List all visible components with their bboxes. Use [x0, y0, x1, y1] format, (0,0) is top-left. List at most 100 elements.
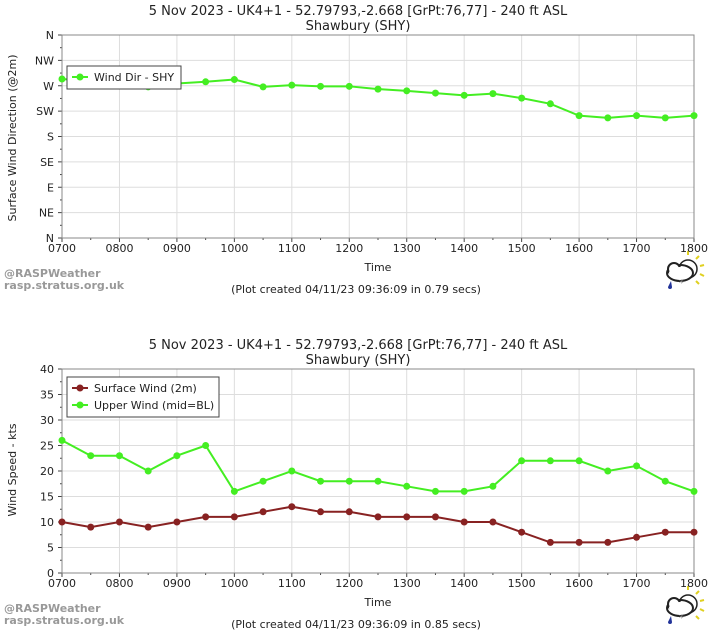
data-point — [633, 462, 641, 470]
data-point — [288, 467, 296, 475]
chart2-subtitle: Shawbury (SHY) — [306, 353, 411, 368]
legend-label: Surface Wind (2m) — [94, 382, 197, 395]
chart1-xlabel: Time — [364, 261, 392, 274]
data-point — [58, 436, 66, 444]
data-point — [230, 76, 238, 84]
y-tick-label: W — [43, 80, 54, 93]
data-point — [345, 508, 353, 516]
y-tick-label: E — [47, 181, 54, 194]
data-point — [431, 89, 439, 97]
y-tick-label: N — [46, 29, 54, 42]
legend-marker — [76, 384, 84, 392]
x-tick-label: 1400 — [450, 577, 478, 590]
y-tick-label: 25 — [40, 440, 54, 453]
chart1-ylabel: Surface Wind Direction (@2m) — [6, 54, 19, 221]
data-point — [403, 482, 411, 490]
y-tick-label: 5 — [47, 542, 54, 555]
x-tick-label: 0800 — [105, 242, 133, 255]
x-tick-label: 1600 — [565, 242, 593, 255]
x-tick-label: 0700 — [48, 242, 76, 255]
data-point — [345, 477, 353, 485]
chart2-ylabel: Wind Speed - kts — [6, 423, 19, 516]
data-point — [661, 114, 669, 122]
y-tick-label: NW — [35, 54, 54, 67]
data-point — [489, 482, 497, 490]
data-point — [690, 528, 698, 536]
data-point — [202, 78, 210, 86]
x-tick-label: 1300 — [393, 242, 421, 255]
data-point — [115, 518, 123, 526]
data-point — [431, 487, 439, 495]
x-tick-label: 1700 — [623, 242, 651, 255]
chart2-xlabel: Time — [364, 596, 392, 609]
data-point — [575, 538, 583, 546]
x-tick-label: 1800 — [680, 577, 708, 590]
x-tick-label: 1800 — [680, 242, 708, 255]
data-point — [259, 508, 267, 516]
chart1-plot: 0700 0800 0900 1000 1100 1200 1300 1400 1500 1600… — [35, 29, 708, 255]
legend-marker — [76, 401, 84, 409]
x-tick-label: 1200 — [335, 577, 363, 590]
data-point — [374, 477, 382, 485]
data-point — [202, 442, 210, 449]
y-tick-label: S — [47, 131, 54, 144]
x-tick-label: 1600 — [565, 577, 593, 590]
data-point — [374, 85, 382, 93]
data-point — [58, 518, 66, 526]
data-point — [403, 87, 411, 95]
data-point — [460, 518, 468, 526]
data-point — [374, 513, 382, 521]
y-tick-label: 40 — [40, 363, 54, 376]
data-point — [144, 523, 152, 531]
x-tick-label: 1100 — [278, 242, 306, 255]
data-point — [460, 487, 468, 495]
chart1-subtitle: Shawbury (SHY) — [306, 19, 411, 34]
data-point — [489, 518, 497, 526]
legend-box — [66, 65, 182, 90]
data-point — [431, 513, 439, 521]
x-tick-label: 1400 — [450, 242, 478, 255]
x-tick-label: 0800 — [105, 577, 133, 590]
weather-logo-icon: * — [666, 251, 705, 289]
data-point — [288, 81, 296, 89]
series-line — [61, 505, 694, 544]
legend-label: Upper Wind (mid=BL) — [94, 399, 214, 412]
data-point — [546, 100, 554, 108]
y-tick-label: 15 — [40, 491, 54, 504]
legend-label: Wind Dir - SHY — [94, 71, 174, 84]
chart1-footer: (Plot created 04/11/23 09:36:09 in 0.79 … — [231, 283, 481, 296]
data-point — [489, 90, 497, 98]
data-point — [403, 513, 411, 521]
data-point — [518, 528, 526, 536]
x-tick-label: 1100 — [278, 577, 306, 590]
chart1-credit-site: rasp.stratus.org.uk — [4, 279, 125, 292]
data-point — [173, 452, 181, 460]
x-tick-label: 1500 — [508, 242, 536, 255]
data-point — [230, 513, 238, 521]
chart1-credit-handle: @RASPWeather — [4, 267, 101, 280]
svg-text:*: * — [679, 279, 684, 289]
data-point — [546, 457, 554, 465]
data-point — [115, 452, 123, 460]
data-point — [518, 94, 526, 102]
y-tick-label: SW — [36, 105, 54, 118]
x-tick-label: 0900 — [163, 577, 191, 590]
legend-box — [66, 376, 220, 418]
data-point — [546, 538, 554, 546]
data-point — [259, 477, 267, 485]
data-point — [317, 508, 325, 516]
chart2-title: 5 Nov 2023 - UK4+1 - 52.79793,-2.668 [Gr… — [149, 338, 568, 353]
data-point — [661, 528, 669, 536]
y-tick-label: 30 — [40, 414, 54, 427]
data-point — [317, 82, 325, 90]
chart2-plot: 0700 0800 0900 1000 1100 1200 1300 1400 1500 1600… — [40, 363, 708, 590]
y-tick-label: 10 — [40, 516, 54, 529]
data-point — [173, 518, 181, 526]
legend-marker — [76, 73, 84, 81]
chart2-footer: (Plot created 04/11/23 09:36:09 in 0.85 … — [231, 618, 481, 630]
data-point — [690, 487, 698, 495]
data-point — [661, 477, 669, 485]
x-tick-label: 0700 — [48, 577, 76, 590]
data-point — [345, 82, 353, 90]
x-tick-label: 1000 — [220, 577, 248, 590]
